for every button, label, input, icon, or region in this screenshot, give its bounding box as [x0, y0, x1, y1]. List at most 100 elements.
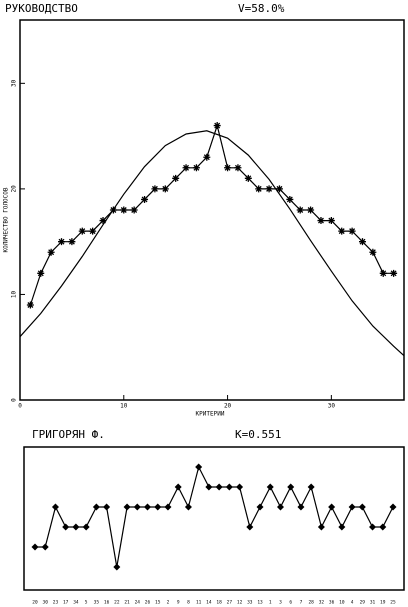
x-tick-label: 21	[124, 600, 130, 606]
x-tick-label: 5	[85, 600, 88, 606]
point-marker	[358, 503, 366, 511]
point-marker	[390, 269, 398, 277]
data-line	[19, 130, 405, 357]
point-marker	[275, 185, 283, 193]
y-tick-label: 20	[11, 185, 18, 193]
point-marker	[184, 503, 192, 511]
plot-frame	[19, 19, 405, 401]
point-marker	[78, 227, 86, 235]
point-marker	[307, 206, 315, 214]
point-marker	[215, 483, 223, 491]
point-marker	[151, 185, 159, 193]
x-tick-label: 32	[319, 600, 325, 606]
point-marker	[256, 503, 264, 511]
point-marker	[389, 503, 397, 511]
point-marker	[296, 206, 304, 214]
y-tick-label: 10	[11, 290, 18, 298]
point-marker	[276, 503, 284, 511]
point-marker	[192, 164, 200, 172]
point-marker	[195, 463, 203, 471]
x-tick-label: 13	[257, 600, 263, 606]
point-marker	[348, 503, 356, 511]
point-marker	[47, 248, 55, 256]
x-tick-label: 0	[18, 403, 22, 410]
x-tick-label: 26	[145, 600, 151, 606]
x-tick-label: 18	[216, 600, 222, 606]
point-marker	[246, 523, 254, 531]
y-tick-label: 30	[11, 79, 18, 87]
point-marker	[161, 185, 169, 193]
point-marker	[266, 483, 274, 491]
point-marker	[307, 483, 315, 491]
x-tick-label: 19	[380, 600, 386, 606]
point-marker	[286, 195, 294, 203]
chart-title: ГРИГОРЯН Ф.	[32, 428, 105, 441]
point-marker	[58, 238, 66, 246]
x-tick-label: 35	[94, 600, 100, 606]
point-marker	[141, 195, 149, 203]
point-marker	[154, 503, 162, 511]
x-tick-label: 36	[329, 600, 335, 606]
point-marker	[213, 122, 221, 130]
point-marker	[133, 503, 141, 511]
x-tick-label: 1	[269, 600, 272, 606]
data-line	[29, 123, 394, 306]
point-marker	[120, 206, 128, 214]
point-marker	[68, 238, 76, 246]
point-marker	[234, 164, 242, 172]
x-tick-label: 15	[155, 600, 161, 606]
point-marker	[225, 483, 233, 491]
y-axis-label: КОЛИЧЕСТВО ГОЛОСОВ	[3, 187, 10, 252]
point-marker	[244, 174, 252, 182]
x-tick-label: 27	[227, 600, 233, 606]
point-marker	[72, 523, 80, 531]
point-marker	[265, 185, 273, 193]
x-tick-label: 6	[289, 600, 292, 606]
point-marker	[92, 503, 100, 511]
x-tick-label: 7	[300, 600, 303, 606]
point-marker	[327, 217, 335, 225]
point-marker	[255, 185, 263, 193]
point-marker	[31, 543, 39, 551]
point-marker	[144, 503, 152, 511]
point-marker	[62, 523, 70, 531]
x-tick-label: 17	[63, 600, 69, 606]
point-marker	[328, 503, 336, 511]
point-marker	[203, 153, 211, 161]
point-marker	[51, 503, 59, 511]
point-marker	[113, 563, 121, 571]
point-marker	[348, 227, 356, 235]
x-tick-label: 10	[120, 403, 128, 410]
plot-frame	[23, 446, 405, 591]
x-tick-label: 20	[32, 600, 38, 606]
point-marker	[317, 523, 325, 531]
point-marker	[123, 503, 131, 511]
x-tick-label: 20	[224, 403, 232, 410]
point-marker	[99, 217, 107, 225]
x-tick-label: 30	[328, 403, 336, 410]
x-tick-label: 11	[196, 600, 202, 606]
x-tick-label: 4	[351, 600, 354, 606]
point-marker	[89, 227, 97, 235]
x-tick-label: 22	[114, 600, 120, 606]
point-marker	[287, 483, 295, 491]
y-tick-label: 0	[11, 398, 18, 402]
point-marker	[174, 483, 182, 491]
point-marker	[130, 206, 138, 214]
point-marker	[379, 269, 387, 277]
point-marker	[317, 217, 325, 225]
point-marker	[82, 523, 90, 531]
x-tick-label: 14	[206, 600, 212, 606]
x-tick-label: 2	[167, 600, 170, 606]
point-marker	[338, 227, 346, 235]
chart-subtitle: K=0.551	[235, 428, 281, 441]
x-tick-label: 30	[43, 600, 49, 606]
chart-subtitle: V=58.0%	[238, 2, 285, 15]
point-marker	[26, 301, 34, 309]
point-marker	[182, 164, 190, 172]
point-marker	[379, 523, 387, 531]
x-tick-label: 12	[237, 600, 243, 606]
x-tick-label: 31	[370, 600, 376, 606]
x-tick-label: 29	[360, 600, 366, 606]
